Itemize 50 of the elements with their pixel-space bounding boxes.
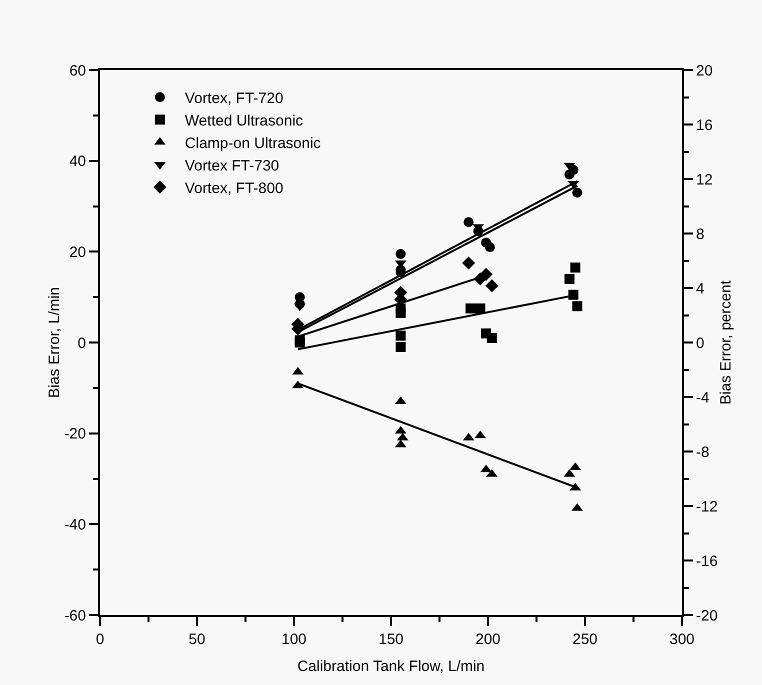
y-tick-label: -60 xyxy=(64,607,86,624)
point xyxy=(572,188,582,198)
legend-label: Vortex, FT-800 xyxy=(184,180,284,197)
y-tick-label: -40 xyxy=(64,516,86,534)
y-tick-label: 60 xyxy=(69,62,86,80)
point xyxy=(466,303,476,314)
x-tick-label: 50 xyxy=(188,631,206,648)
y2-tick-label: -20 xyxy=(696,607,718,624)
y2-tick-label: 16 xyxy=(696,116,713,134)
point xyxy=(462,256,476,270)
y-tick-label: 0 xyxy=(78,334,86,352)
y-tick-label: 20 xyxy=(69,244,86,261)
point xyxy=(396,308,406,318)
x-tick-label: 300 xyxy=(669,631,695,648)
point xyxy=(572,301,582,312)
legend-label: Clamp-on Ultrasonic xyxy=(184,135,322,152)
y2-tick-label: -16 xyxy=(696,552,718,570)
point xyxy=(294,335,305,346)
y2-tick-label: -12 xyxy=(696,498,718,516)
y-tick-label: -20 xyxy=(64,426,86,443)
y2-tick-label: -8 xyxy=(696,444,710,461)
y2-tick-label: 12 xyxy=(696,171,713,188)
legend-label: Vortex, FT-720 xyxy=(184,90,284,107)
point xyxy=(480,268,493,281)
y-axis-title: Bias Error, L/min xyxy=(46,287,63,398)
legend-label: Wetted Ultrasonic xyxy=(184,112,304,130)
y2-axis-title: Bias Error, percent xyxy=(718,280,734,405)
legend-label: Vortex FT-730 xyxy=(184,158,280,174)
y2-tick-label: -4 xyxy=(696,389,710,406)
y2-tick-label: 8 xyxy=(696,226,704,243)
x-axis-title: Calibration Tank Flow, L/min xyxy=(297,658,485,675)
y2-tick-label: 0 xyxy=(696,334,704,352)
y2-tick-label: 4 xyxy=(696,280,704,298)
x-tick-label: 150 xyxy=(378,631,404,648)
y-tick-label: 40 xyxy=(69,153,86,170)
x-tick-label: 250 xyxy=(572,631,598,648)
point xyxy=(464,217,474,228)
point xyxy=(484,242,495,252)
point xyxy=(485,279,498,292)
y2-tick-label: 20 xyxy=(696,62,713,80)
point xyxy=(486,332,497,343)
x-tick-label: 200 xyxy=(475,631,501,648)
x-tick-label: 0 xyxy=(96,631,104,648)
point xyxy=(564,274,574,284)
x-tick-label: 100 xyxy=(281,631,307,648)
point xyxy=(475,303,486,314)
point xyxy=(396,330,406,341)
point xyxy=(396,342,406,352)
point xyxy=(570,262,580,273)
point xyxy=(396,248,406,259)
